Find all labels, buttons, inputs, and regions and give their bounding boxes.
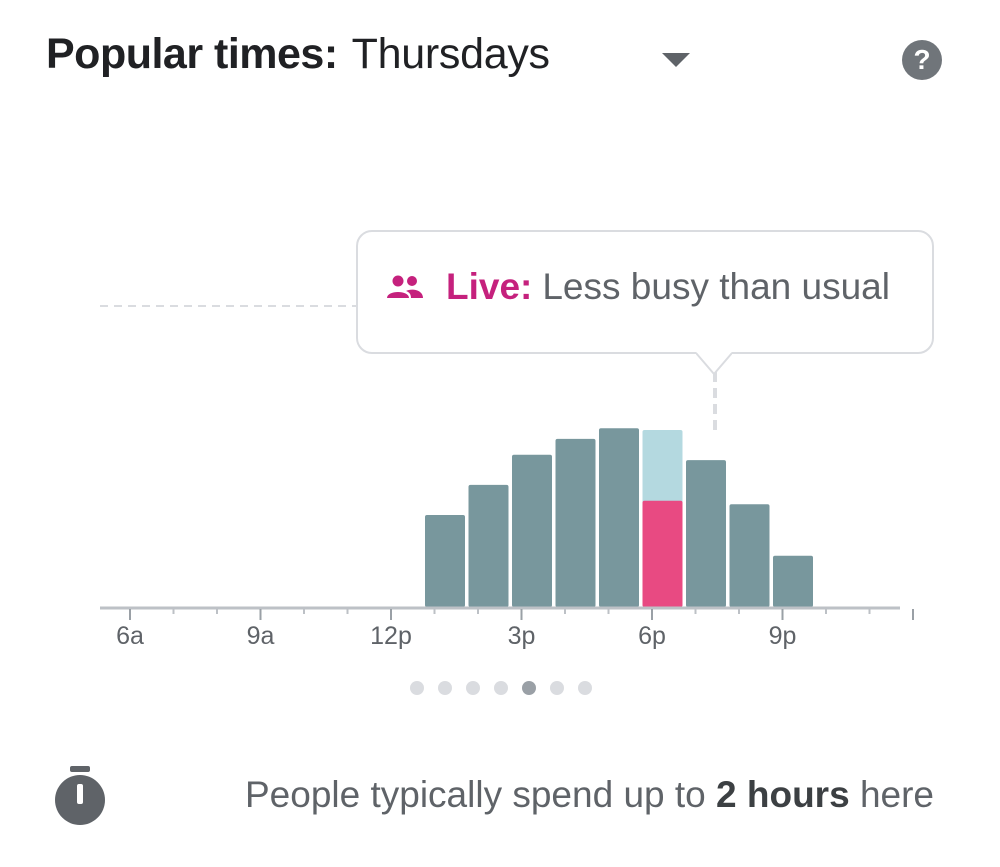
people-icon bbox=[387, 275, 423, 298]
timer-icon bbox=[55, 766, 105, 825]
pagination-dot[interactable] bbox=[578, 681, 592, 695]
visit-duration-prefix: People typically spend up to bbox=[244, 774, 706, 815]
live-label: Live: bbox=[446, 266, 533, 307]
pagination-dot[interactable] bbox=[438, 681, 452, 695]
live-status-row: Live: Less busy than usual bbox=[386, 266, 890, 308]
visit-duration-value: 2 hours bbox=[716, 774, 850, 815]
bar-9p[interactable] bbox=[729, 504, 770, 607]
x-axis-ticks: 6a 9a 12p 3p 6p 9p bbox=[116, 609, 914, 650]
visit-duration-text: People typically spend up to 2 hours her… bbox=[245, 774, 934, 816]
bar-4p[interactable] bbox=[512, 454, 552, 607]
pagination-dot[interactable] bbox=[494, 681, 508, 695]
bars-group bbox=[425, 428, 813, 608]
pagination-dots bbox=[410, 681, 592, 695]
x-tick-label: 6p bbox=[638, 622, 666, 650]
x-tick-label: 9p bbox=[769, 622, 797, 650]
x-tick-label: 3p bbox=[508, 622, 536, 650]
bar-5p[interactable] bbox=[555, 438, 596, 608]
x-tick-label: 6a bbox=[116, 622, 144, 650]
pagination-dot[interactable] bbox=[410, 681, 424, 695]
visit-duration-info: People typically spend up to 2 hours her… bbox=[52, 764, 952, 834]
tooltip-pointer bbox=[696, 352, 732, 376]
bar-2p[interactable] bbox=[425, 515, 465, 607]
pagination-dot-active[interactable] bbox=[522, 681, 536, 695]
popular-times-header: Popular times: Thursdays bbox=[46, 30, 550, 90]
day-selector-label[interactable]: Thursdays bbox=[351, 30, 550, 78]
bar-6p[interactable] bbox=[599, 428, 639, 607]
visit-duration-suffix: here bbox=[859, 774, 934, 815]
x-tick-label: 9a bbox=[247, 622, 275, 650]
live-bar-7p[interactable] bbox=[642, 500, 683, 607]
popular-times-title: Popular times: bbox=[46, 30, 338, 78]
bar-8p[interactable] bbox=[686, 460, 726, 607]
x-tick-label: 12p bbox=[370, 622, 412, 650]
pagination-dot[interactable] bbox=[466, 681, 480, 695]
live-status-text: Less busy than usual bbox=[542, 266, 890, 307]
live-status-tooltip: Live: Less busy than usual bbox=[356, 230, 934, 354]
caret-down-icon[interactable] bbox=[660, 50, 692, 70]
pagination-dot[interactable] bbox=[550, 681, 564, 695]
bar-3p[interactable] bbox=[468, 484, 509, 607]
bar-10p[interactable] bbox=[773, 555, 813, 607]
help-circle-icon[interactable]: ? bbox=[902, 40, 942, 80]
